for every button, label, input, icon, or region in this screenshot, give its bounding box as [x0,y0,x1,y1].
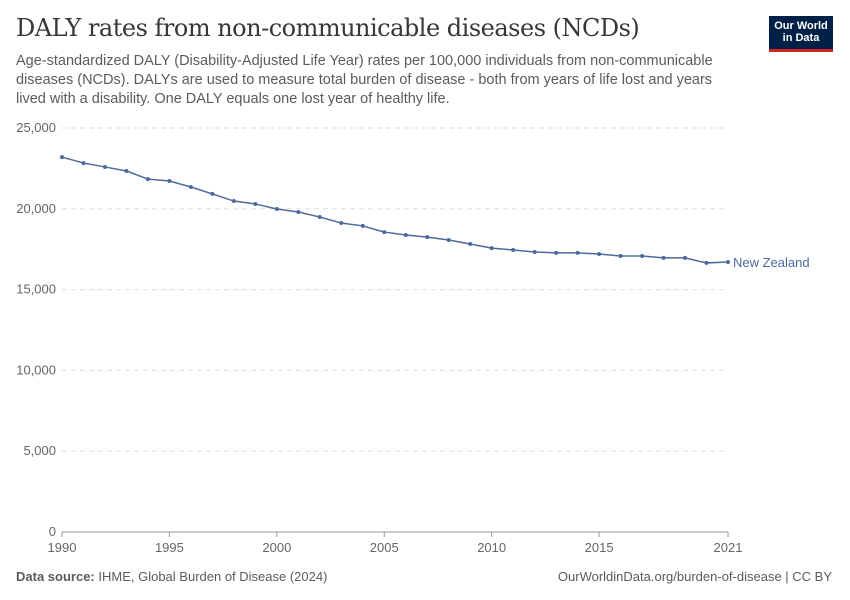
data-point [511,248,516,253]
y-tick-label: 25,000 [16,120,56,135]
data-point [554,250,559,255]
data-point [425,235,430,240]
x-tick-label: 2021 [714,540,743,555]
x-tick-label: 2005 [370,540,399,555]
data-point [382,230,387,235]
x-tick-label: 2000 [262,540,291,555]
logo-line-1: Our World [774,20,828,32]
data-point [296,210,301,215]
series-line [61,156,729,264]
data-point [274,206,279,211]
data-source: Data source: IHME, Global Burden of Dise… [16,569,327,584]
source-link[interactable]: OurWorldinData.org/burden-of-disease | C… [557,569,832,584]
data-point [532,249,537,254]
data-point [468,242,473,247]
data-point [597,252,602,257]
data-point [167,179,172,184]
chart-subtitle: Age-standardized DALY (Disability-Adjust… [16,53,713,107]
x-tick-label: 1995 [155,540,184,555]
data-point [403,232,408,237]
data-point [210,191,215,196]
data-point [339,221,344,226]
data-point [253,201,258,206]
data-point [575,250,580,255]
logo-line-2: in Data [782,32,820,44]
data-point [683,255,688,260]
data-point [124,168,129,173]
y-tick-label: 5,000 [23,443,56,458]
data-point [704,260,709,265]
y-tick-label: 0 [49,524,56,539]
data-point [661,255,666,260]
x-tick-label: 2015 [585,540,614,555]
source-text: IHME, Global Burden of Disease (2024) [98,569,328,584]
data-point [60,155,64,160]
series-label: New Zealand [733,255,810,270]
data-point [446,237,451,242]
data-point [188,184,193,189]
chart-title: DALY rates from non-communicable disease… [16,14,640,42]
data-point [81,161,86,166]
data-point [489,246,494,251]
y-tick-label: 20,000 [16,201,56,216]
source-label: Data source: [16,569,95,584]
data-point [640,253,645,258]
data-point [618,253,623,258]
y-tick-label: 10,000 [16,362,56,377]
data-point [360,223,365,228]
y-tick-label: 15,000 [16,282,56,297]
owid-logo[interactable]: Our World in Data [769,16,833,52]
data-point [317,215,322,220]
x-tick-label: 1990 [48,540,77,555]
data-point [726,259,730,264]
data-point [102,164,107,169]
x-tick-label: 2010 [477,540,506,555]
data-point [145,177,150,182]
data-point [231,199,236,204]
